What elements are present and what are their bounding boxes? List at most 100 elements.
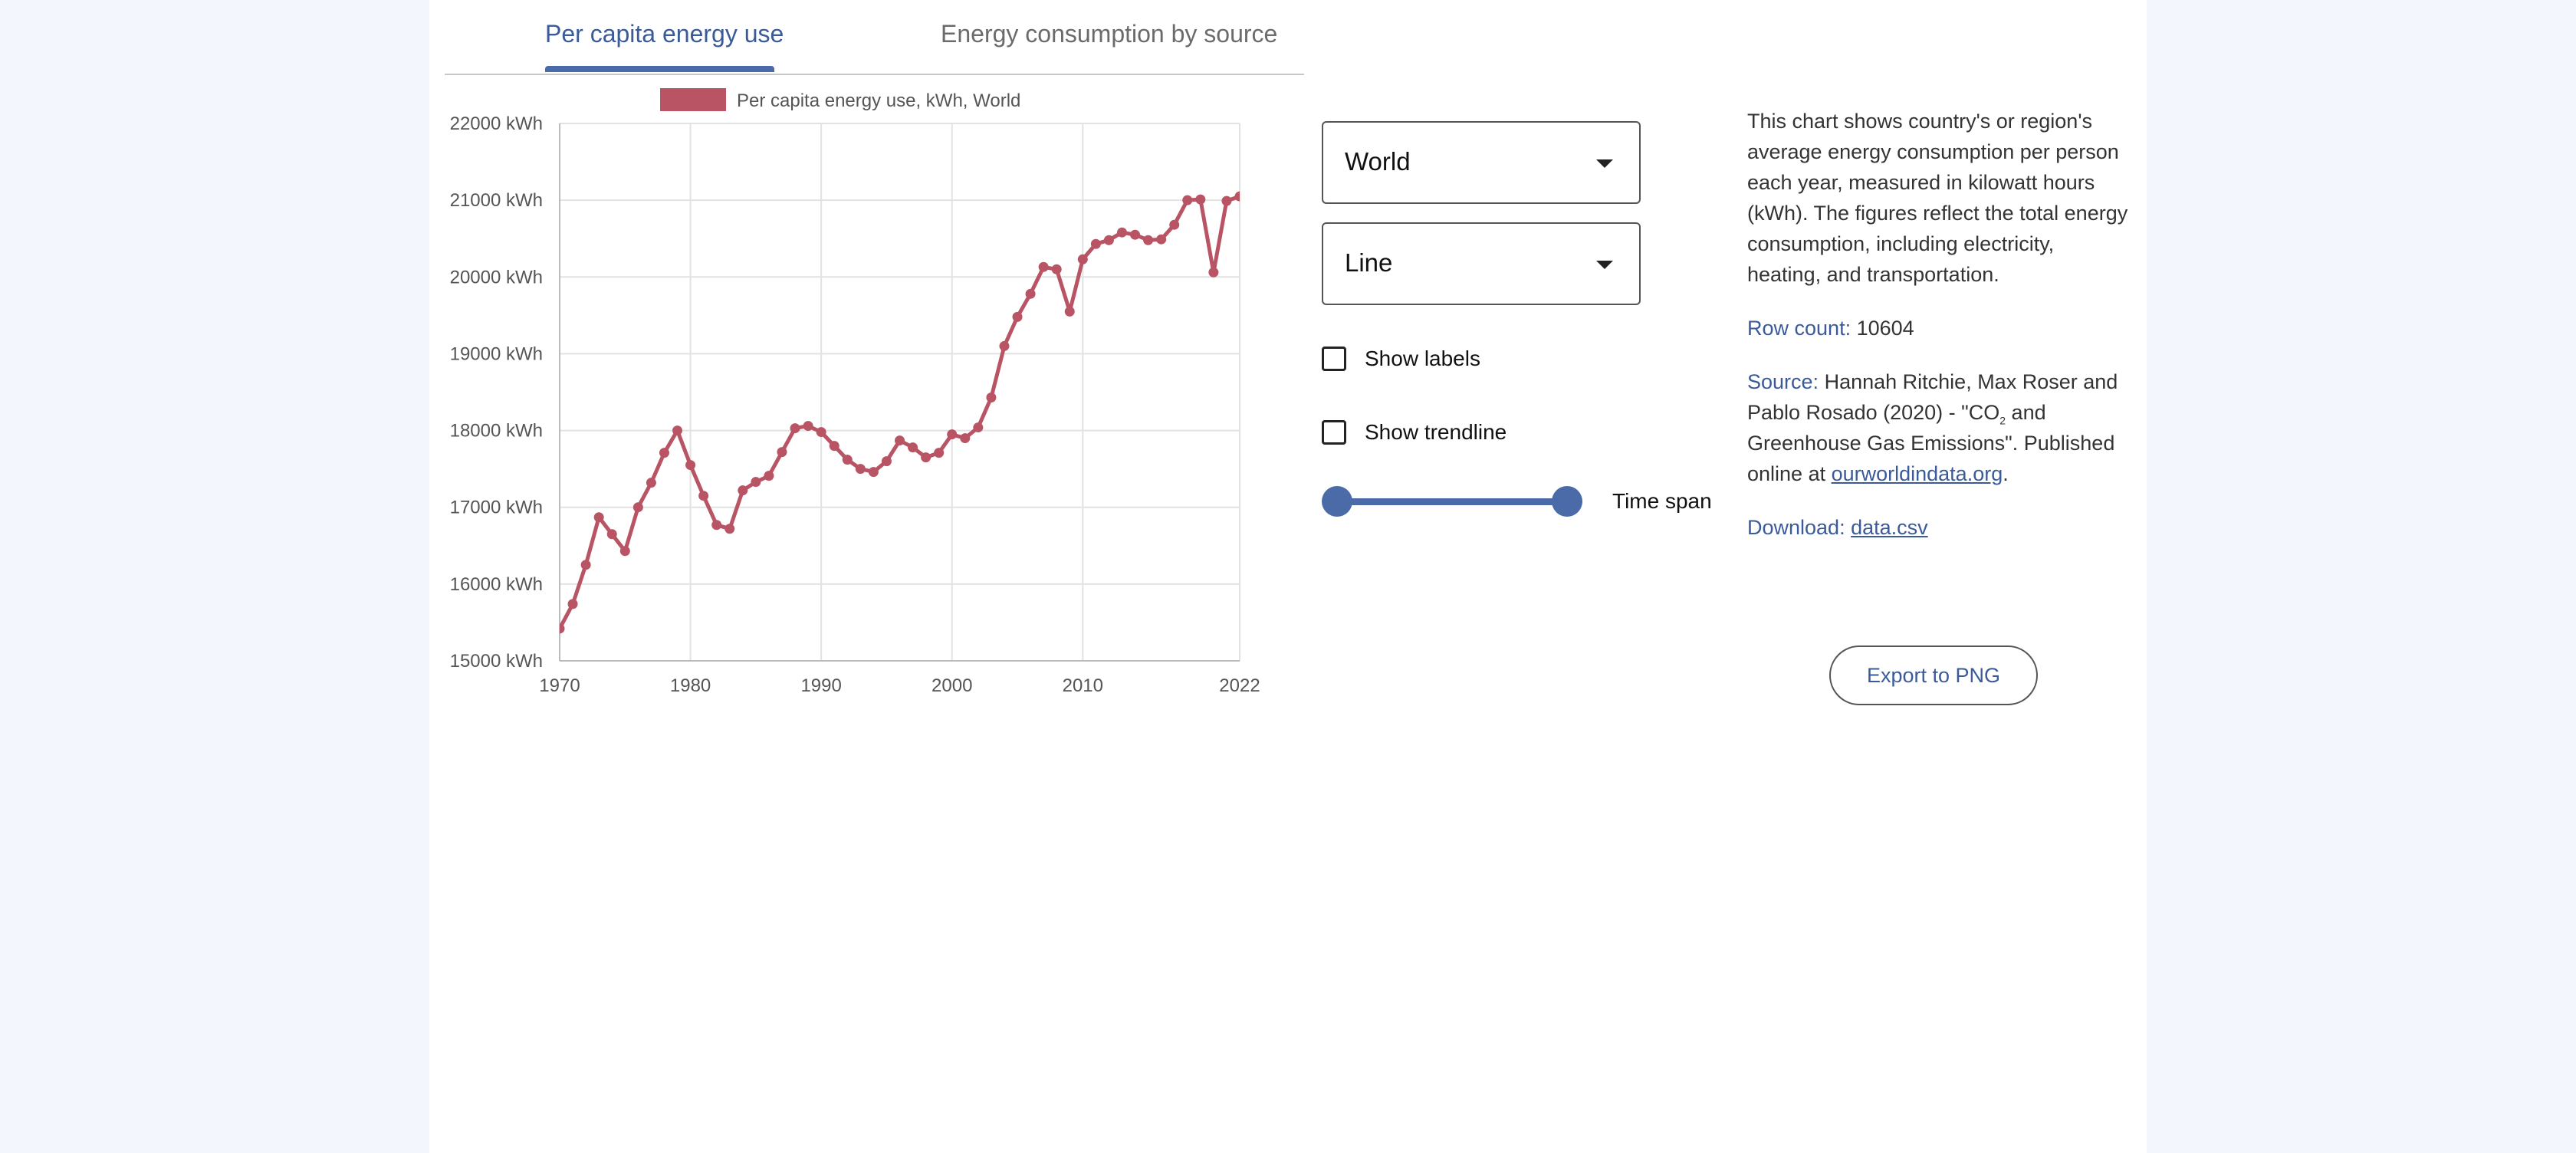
data-point[interactable] — [606, 529, 617, 540]
data-point[interactable] — [1077, 254, 1088, 264]
chart-type-select-value: Line — [1345, 248, 1393, 277]
y-tick-label: 16000 kWh — [450, 574, 543, 595]
slider-track[interactable] — [1337, 498, 1582, 505]
chart-description: This chart shows country's or region's a… — [1747, 110, 2128, 286]
data-point[interactable] — [1038, 261, 1049, 272]
data-point[interactable] — [1051, 264, 1062, 274]
data-point[interactable] — [1012, 311, 1023, 322]
data-point[interactable] — [842, 455, 853, 465]
data-point[interactable] — [1025, 288, 1036, 299]
data-point[interactable] — [921, 452, 932, 463]
data-point[interactable] — [947, 429, 958, 440]
data-point[interactable] — [685, 460, 696, 471]
data-point[interactable] — [1221, 195, 1232, 206]
download-label: Download: — [1747, 516, 1845, 539]
data-point[interactable] — [790, 423, 800, 434]
data-point[interactable] — [619, 546, 630, 557]
region-select[interactable]: World — [1322, 121, 1641, 204]
x-tick-label: 1980 — [670, 675, 711, 696]
chart-type-select[interactable]: Line — [1322, 222, 1641, 305]
data-point[interactable] — [1156, 234, 1167, 245]
checkbox-icon[interactable] — [1322, 420, 1346, 445]
data-point[interactable] — [1169, 219, 1180, 230]
data-point[interactable] — [646, 478, 656, 488]
data-point[interactable] — [868, 467, 879, 478]
x-tick-label: 1990 — [800, 675, 841, 696]
data-point[interactable] — [1143, 235, 1154, 245]
data-point[interactable] — [973, 422, 984, 433]
legend-label: Per capita energy use, kWh, World — [737, 90, 1020, 111]
time-span-label: Time span — [1612, 489, 1712, 513]
main-panel: Per capita energy use Energy consumption… — [429, 0, 2147, 1153]
export-png-button[interactable]: Export to PNG — [1829, 645, 2038, 705]
y-tick-label: 20000 kWh — [450, 267, 543, 287]
source-link[interactable]: ourworldindata.org — [1831, 462, 2003, 485]
data-point[interactable] — [960, 433, 971, 444]
data-point[interactable] — [895, 435, 905, 446]
data-point[interactable] — [632, 502, 643, 513]
source-text-cont: and Greenhouse Gas Emissions". Published… — [1747, 401, 2115, 485]
row-count-label: Row count: — [1747, 317, 1852, 340]
x-tick-label: 2000 — [932, 675, 972, 696]
source-subscript: 2 — [1999, 414, 2006, 427]
show-labels-label: Show labels — [1365, 347, 1480, 370]
energy-line-chart: 15000 kWh 16000 kWh 17000 kWh 18000 kWh 1900… — [450, 88, 1260, 696]
source-text: Hannah Ritchie, Max Roser and Pablo Rosa… — [1747, 370, 2118, 424]
data-point[interactable] — [934, 448, 945, 458]
data-point[interactable] — [908, 442, 918, 453]
y-tick-label: 17000 kWh — [450, 498, 543, 518]
x-tick-label: 2010 — [1063, 675, 1103, 696]
time-span-slider[interactable] — [1322, 483, 1582, 521]
y-tick-label: 22000 kWh — [450, 113, 543, 134]
region-select-value: World — [1345, 147, 1411, 176]
data-point[interactable] — [555, 623, 565, 634]
data-point[interactable] — [1195, 194, 1206, 205]
data-point[interactable] — [999, 340, 1010, 351]
data-point[interactable] — [751, 477, 761, 488]
data-point[interactable] — [1064, 306, 1075, 317]
checkbox-icon[interactable] — [1322, 347, 1346, 371]
data-point[interactable] — [593, 512, 604, 523]
data-point[interactable] — [764, 471, 774, 481]
data-point[interactable] — [1090, 238, 1101, 249]
data-point[interactable] — [659, 448, 669, 458]
slider-thumb-start[interactable] — [1322, 486, 1352, 517]
data-point[interactable] — [1234, 191, 1245, 202]
x-tick-label: 1970 — [539, 675, 580, 696]
row-count: Row count: 10604 — [1747, 313, 2131, 343]
data-point[interactable] — [816, 427, 826, 438]
legend-swatch — [660, 88, 726, 111]
data-point[interactable] — [672, 425, 683, 436]
data-point[interactable] — [711, 520, 722, 531]
data-point[interactable] — [1116, 227, 1127, 238]
data-point[interactable] — [1130, 229, 1141, 240]
data-point[interactable] — [567, 599, 578, 609]
info-panel: This chart shows country's or region's a… — [1747, 106, 2131, 543]
y-tick-label: 18000 kWh — [450, 421, 543, 442]
data-point[interactable] — [1208, 267, 1219, 278]
data-point[interactable] — [724, 524, 735, 534]
tab-energy-consumption-by-source[interactable]: Energy consumption by source — [941, 20, 1278, 48]
source-label: Source: — [1747, 370, 1819, 393]
data-point[interactable] — [738, 485, 748, 496]
show-trendline-label: Show trendline — [1365, 420, 1507, 444]
series-line — [560, 194, 1240, 630]
source: Source: Hannah Ritchie, Max Roser and Pa… — [1747, 366, 2131, 489]
data-point[interactable] — [986, 393, 997, 403]
download-link[interactable]: data.csv — [1851, 516, 1928, 539]
data-point[interactable] — [580, 560, 591, 570]
y-tick-label: 19000 kWh — [450, 343, 543, 364]
data-point[interactable] — [881, 456, 892, 467]
data-point[interactable] — [777, 447, 787, 458]
x-tick-label: 2022 — [1219, 675, 1260, 696]
data-point[interactable] — [855, 464, 866, 475]
slider-thumb-end[interactable] — [1552, 486, 1582, 517]
row-count-value: 10604 — [1856, 317, 1914, 340]
data-point[interactable] — [829, 441, 840, 452]
source-end: . — [2003, 462, 2009, 485]
data-point[interactable] — [803, 421, 813, 432]
data-point[interactable] — [1182, 195, 1193, 205]
tab-per-capita-energy-use[interactable]: Per capita energy use — [545, 20, 784, 48]
data-point[interactable] — [698, 491, 709, 501]
data-point[interactable] — [1103, 235, 1114, 245]
